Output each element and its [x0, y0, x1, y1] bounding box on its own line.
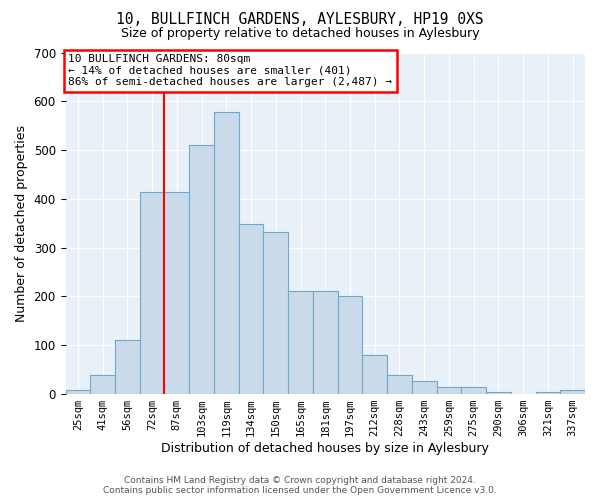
Bar [214, 112, 239, 394]
Bar [412, 381, 437, 394]
Bar [140, 192, 164, 394]
Bar [239, 224, 263, 394]
Text: Contains HM Land Registry data © Crown copyright and database right 2024.
Contai: Contains HM Land Registry data © Crown c… [103, 476, 497, 495]
Bar [90, 374, 115, 394]
Bar [560, 390, 585, 394]
Bar [164, 192, 189, 394]
Bar [461, 387, 486, 394]
Bar [115, 340, 140, 394]
Bar [387, 374, 412, 394]
Text: Size of property relative to detached houses in Aylesbury: Size of property relative to detached ho… [121, 28, 479, 40]
Text: 10, BULLFINCH GARDENS, AYLESBURY, HP19 0XS: 10, BULLFINCH GARDENS, AYLESBURY, HP19 0… [116, 12, 484, 28]
Bar [263, 232, 288, 394]
Bar [189, 145, 214, 394]
Bar [437, 387, 461, 394]
Bar [486, 392, 511, 394]
Bar [288, 291, 313, 394]
Bar [338, 296, 362, 394]
Y-axis label: Number of detached properties: Number of detached properties [15, 125, 28, 322]
Bar [362, 355, 387, 394]
Bar [65, 390, 90, 394]
Bar [536, 392, 560, 394]
Bar [313, 291, 338, 394]
Text: 10 BULLFINCH GARDENS: 80sqm
← 14% of detached houses are smaller (401)
86% of se: 10 BULLFINCH GARDENS: 80sqm ← 14% of det… [68, 54, 392, 88]
X-axis label: Distribution of detached houses by size in Aylesbury: Distribution of detached houses by size … [161, 442, 489, 455]
